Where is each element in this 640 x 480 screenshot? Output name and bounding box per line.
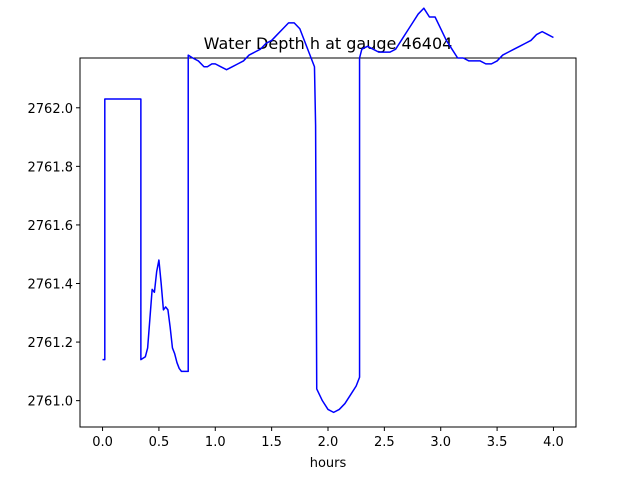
x-axis-label: hours	[310, 456, 347, 471]
x-tick-label: 4.0	[543, 435, 564, 450]
x-tick-label: 3.5	[487, 435, 508, 450]
x-tick-label: 1.5	[261, 435, 282, 450]
x-tick-label: 1.0	[205, 435, 226, 450]
chart-title: Water Depth h at gauge 46404	[204, 34, 453, 53]
x-tick-label: 2.0	[318, 435, 339, 450]
x-tick-label: 2.5	[374, 435, 395, 450]
y-tick-label: 2761.8	[28, 160, 74, 175]
y-tick-label: 2761.6	[28, 219, 74, 234]
x-tick-label: 3.0	[430, 435, 451, 450]
y-tick-label: 2761.0	[28, 395, 74, 410]
x-axis: 0.0 0.5 1.0 1.5 2.0 2.5 3.0 3.5 4.0	[92, 427, 564, 450]
y-tick-label: 2761.4	[28, 278, 74, 293]
x-tick-label: 0.5	[149, 435, 170, 450]
y-axis: 2761.0 2761.2 2761.4 2761.6 2761.8 2762.0	[28, 102, 80, 410]
x-tick-label: 0.0	[92, 435, 113, 450]
series-layer	[102, 7, 554, 414]
y-tick-label: 2761.2	[28, 336, 74, 351]
y-tick-label: 2762.0	[28, 102, 74, 117]
series-line	[102, 7, 554, 414]
